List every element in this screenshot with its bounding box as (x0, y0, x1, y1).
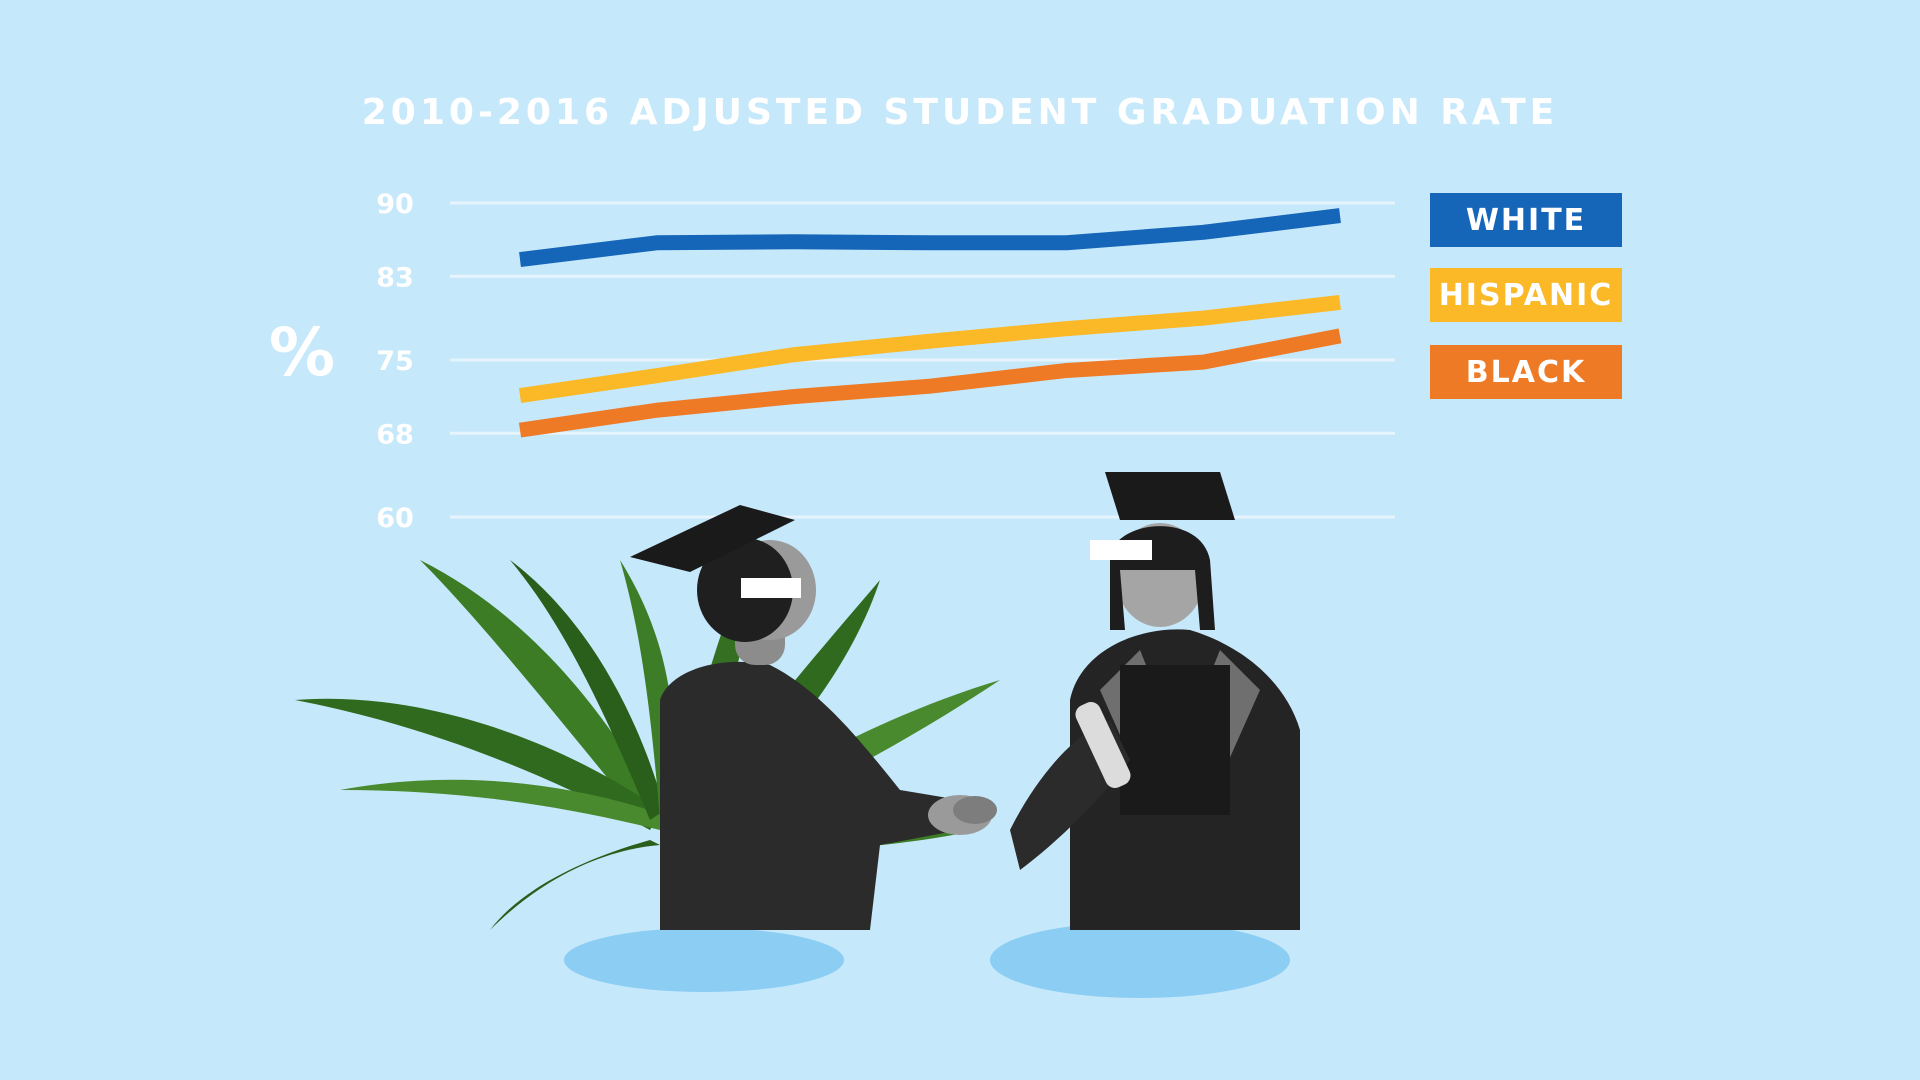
chart-title: 2010-2016 ADJUSTED STUDENT GRADUATION RA… (361, 92, 1559, 133)
legend-item-white: WHITE (1430, 193, 1622, 247)
series-line-white (519, 208, 1341, 267)
graduates-illustration (295, 472, 1300, 998)
series-line-black (518, 328, 1342, 438)
y-axis-label: % (269, 314, 335, 391)
y-tick-label: 83 (376, 262, 414, 293)
series-line-hispanic (518, 294, 1341, 404)
handshake-icon (928, 795, 997, 835)
legend-item-hispanic: HISPANIC (1430, 268, 1622, 322)
plant-leaves-icon (295, 540, 1000, 930)
shadow-right (990, 922, 1290, 998)
shadow-left (564, 928, 844, 992)
y-tick-label: 75 (376, 346, 414, 377)
graduate-left-icon (630, 505, 960, 930)
y-tick-label: 90 (376, 189, 414, 220)
y-tick-label: 60 (376, 503, 414, 534)
legend-item-black: BLACK (1430, 345, 1622, 399)
y-tick-label: 68 (376, 419, 414, 450)
graduate-right-icon (1010, 472, 1300, 930)
